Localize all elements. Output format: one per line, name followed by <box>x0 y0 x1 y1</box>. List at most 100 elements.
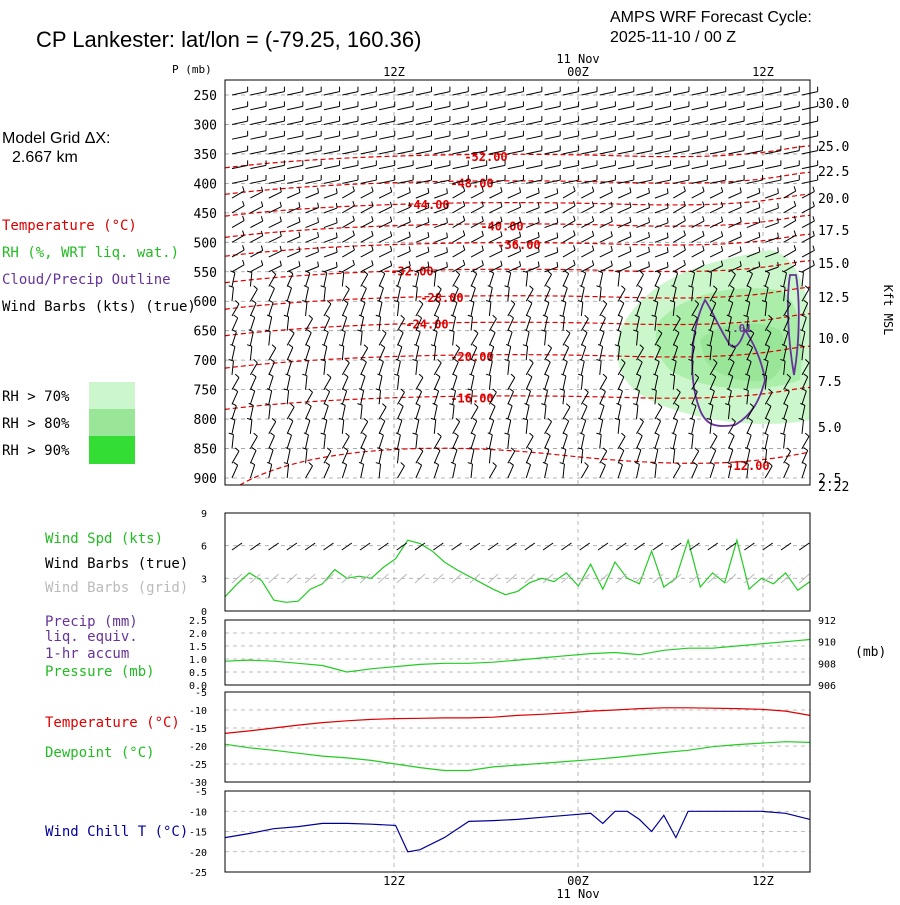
wind-barb <box>397 319 404 331</box>
wind-barb <box>655 92 671 95</box>
wind-barb <box>305 543 315 550</box>
wind-barb-flag <box>649 203 650 208</box>
wind-barb <box>784 180 800 183</box>
wind-barb <box>416 237 429 242</box>
wind-barb <box>692 165 708 168</box>
wind-barb-flag <box>418 389 422 392</box>
wind-barb <box>581 449 582 463</box>
wind-barb <box>379 317 380 331</box>
wind-barb <box>526 317 530 330</box>
wind-barb-flag <box>794 245 796 250</box>
wind-barb <box>416 304 423 316</box>
wind-barb <box>637 252 650 257</box>
wind-barb <box>784 465 790 478</box>
wind-barb-flag <box>592 216 593 221</box>
wind-barb <box>397 121 413 124</box>
wind-barb-flag <box>657 418 661 421</box>
wind-barb-flag <box>284 463 289 465</box>
wind-barb <box>581 406 587 419</box>
wind-barb <box>508 318 514 331</box>
wind-barb <box>526 180 542 183</box>
wind-barb <box>250 92 266 95</box>
wind-barb <box>324 287 325 301</box>
wind-barb <box>324 318 330 331</box>
wind-barb <box>526 273 527 287</box>
y-tick-label: 6 <box>201 542 207 553</box>
wind-barb <box>397 435 400 449</box>
pressure-tick-label: 450 <box>194 207 217 222</box>
wind-barb <box>361 274 368 286</box>
wind-barb <box>232 451 239 463</box>
y-tick-label: 1.0 <box>189 655 207 666</box>
wind-barb <box>655 151 671 154</box>
wind-barb <box>765 121 781 124</box>
wind-barb <box>784 165 800 168</box>
grid-wind-barb <box>799 574 809 583</box>
wind-barb <box>635 543 645 550</box>
wind-barb <box>618 405 621 419</box>
wind-barb <box>232 136 248 139</box>
wind-barb <box>637 106 653 109</box>
wind-barb <box>287 237 300 243</box>
wind-barb-flag <box>601 315 605 318</box>
wind-barb <box>508 106 524 109</box>
wind-barb <box>543 543 553 550</box>
wind-barb <box>306 435 309 449</box>
wind-barb <box>655 223 668 228</box>
wind-barb-flag <box>557 233 558 238</box>
wind-barb <box>250 221 262 228</box>
wind-barb-flag <box>667 218 668 223</box>
wind-barb-flag <box>703 260 704 265</box>
wind-barb-flag <box>272 345 276 348</box>
pressure-tick-label: 350 <box>194 148 217 163</box>
wind-barb <box>655 238 668 243</box>
wind-barb-flag <box>505 286 510 288</box>
kft-tick-label: 25.0 <box>818 140 849 155</box>
wind-barb <box>526 420 527 434</box>
bottom-date-label: 11 Nov <box>556 887 599 900</box>
cycle-title-line1: AMPS WRF Forecast Cycle: <box>610 9 812 26</box>
wind-barb <box>324 121 340 124</box>
wind-barb <box>453 422 460 434</box>
wind-barb <box>342 151 358 154</box>
wind-barb-flag <box>491 330 495 333</box>
wind-barb-flag <box>327 374 331 377</box>
wind-barb <box>471 421 477 434</box>
wind-barb <box>581 273 585 286</box>
wind-barb-flag <box>538 217 539 222</box>
wind-barb <box>250 106 266 109</box>
wind-barb <box>708 543 718 550</box>
wind-barb-flag <box>538 188 539 193</box>
wind-barb-flag <box>596 286 601 288</box>
wind-barb <box>563 376 566 390</box>
wind-barb-flag <box>574 231 576 236</box>
wind-barb-flag <box>637 300 641 302</box>
wind-barb <box>287 302 290 316</box>
wind-barb <box>545 274 552 286</box>
wind-barb-flag <box>649 188 650 193</box>
y-tick-label: 0.5 <box>189 668 207 679</box>
temperature-panel-frame <box>225 692 810 782</box>
wind-barb <box>232 106 248 109</box>
wind-barb-flag <box>526 462 530 464</box>
wind-barb <box>673 136 689 139</box>
wind-barb-flag <box>592 187 593 192</box>
wind-barb <box>416 165 432 168</box>
wind-barb <box>545 288 551 301</box>
wind-barb-flag <box>548 271 552 274</box>
wind-barb <box>232 435 233 449</box>
wind-barb-flag <box>638 286 642 289</box>
wind-barb <box>361 180 377 183</box>
right-tick-label: 906 <box>818 681 836 692</box>
wind-barb-flag <box>759 203 760 208</box>
wind-barb-flag <box>252 300 256 303</box>
wind-barb-flag <box>703 216 704 221</box>
wind-barb <box>269 251 282 257</box>
bottom-tick-label: 00Z <box>567 874 589 888</box>
wind-barb-flag <box>252 448 256 451</box>
wind-barb-flag <box>545 374 549 376</box>
wind-barb <box>563 151 579 154</box>
y-tick-label: 3 <box>201 574 207 585</box>
wind-barb <box>379 390 380 404</box>
wind-barb <box>324 377 331 389</box>
